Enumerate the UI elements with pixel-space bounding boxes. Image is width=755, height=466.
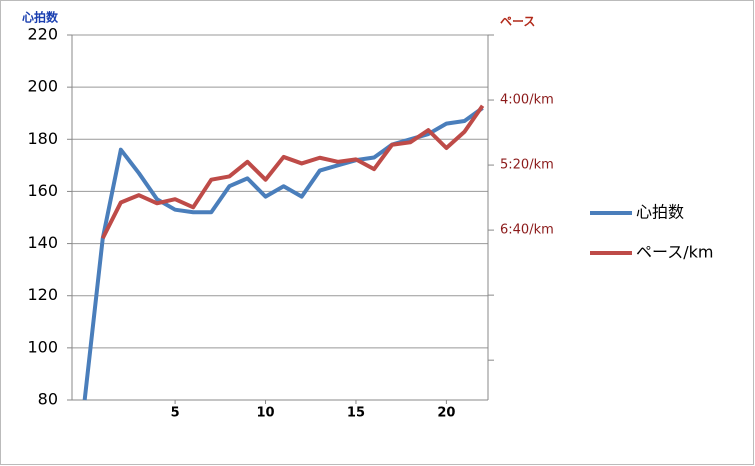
y-tick-label: 100 (27, 337, 58, 356)
x-tick-label: 15 (347, 406, 365, 421)
y-tick-label: 220 (27, 25, 58, 44)
y-tick-label: 180 (27, 129, 58, 148)
y2-tick-label: 6:40/km (500, 223, 554, 238)
series-line (100, 104, 485, 240)
y-tick-label: 140 (27, 233, 58, 252)
y-tick-label: 160 (27, 181, 58, 200)
y2-tick-label: 5:20/km (500, 158, 554, 173)
y-tick-label: 80 (38, 390, 58, 409)
y-tick-label: 120 (27, 285, 58, 304)
y2-tick-label: 4:00/km (500, 93, 554, 108)
legend-label: 心拍数 (636, 203, 684, 222)
legend-label: ペース/km (636, 243, 713, 262)
y-tick-label: 200 (27, 77, 58, 96)
y2-axis-title: ペース (500, 15, 535, 29)
x-tick-label: 5 (171, 406, 180, 421)
x-tick-label: 10 (256, 406, 274, 421)
y-axis-title: 心拍数 (22, 10, 59, 25)
x-tick-label: 20 (437, 406, 455, 421)
